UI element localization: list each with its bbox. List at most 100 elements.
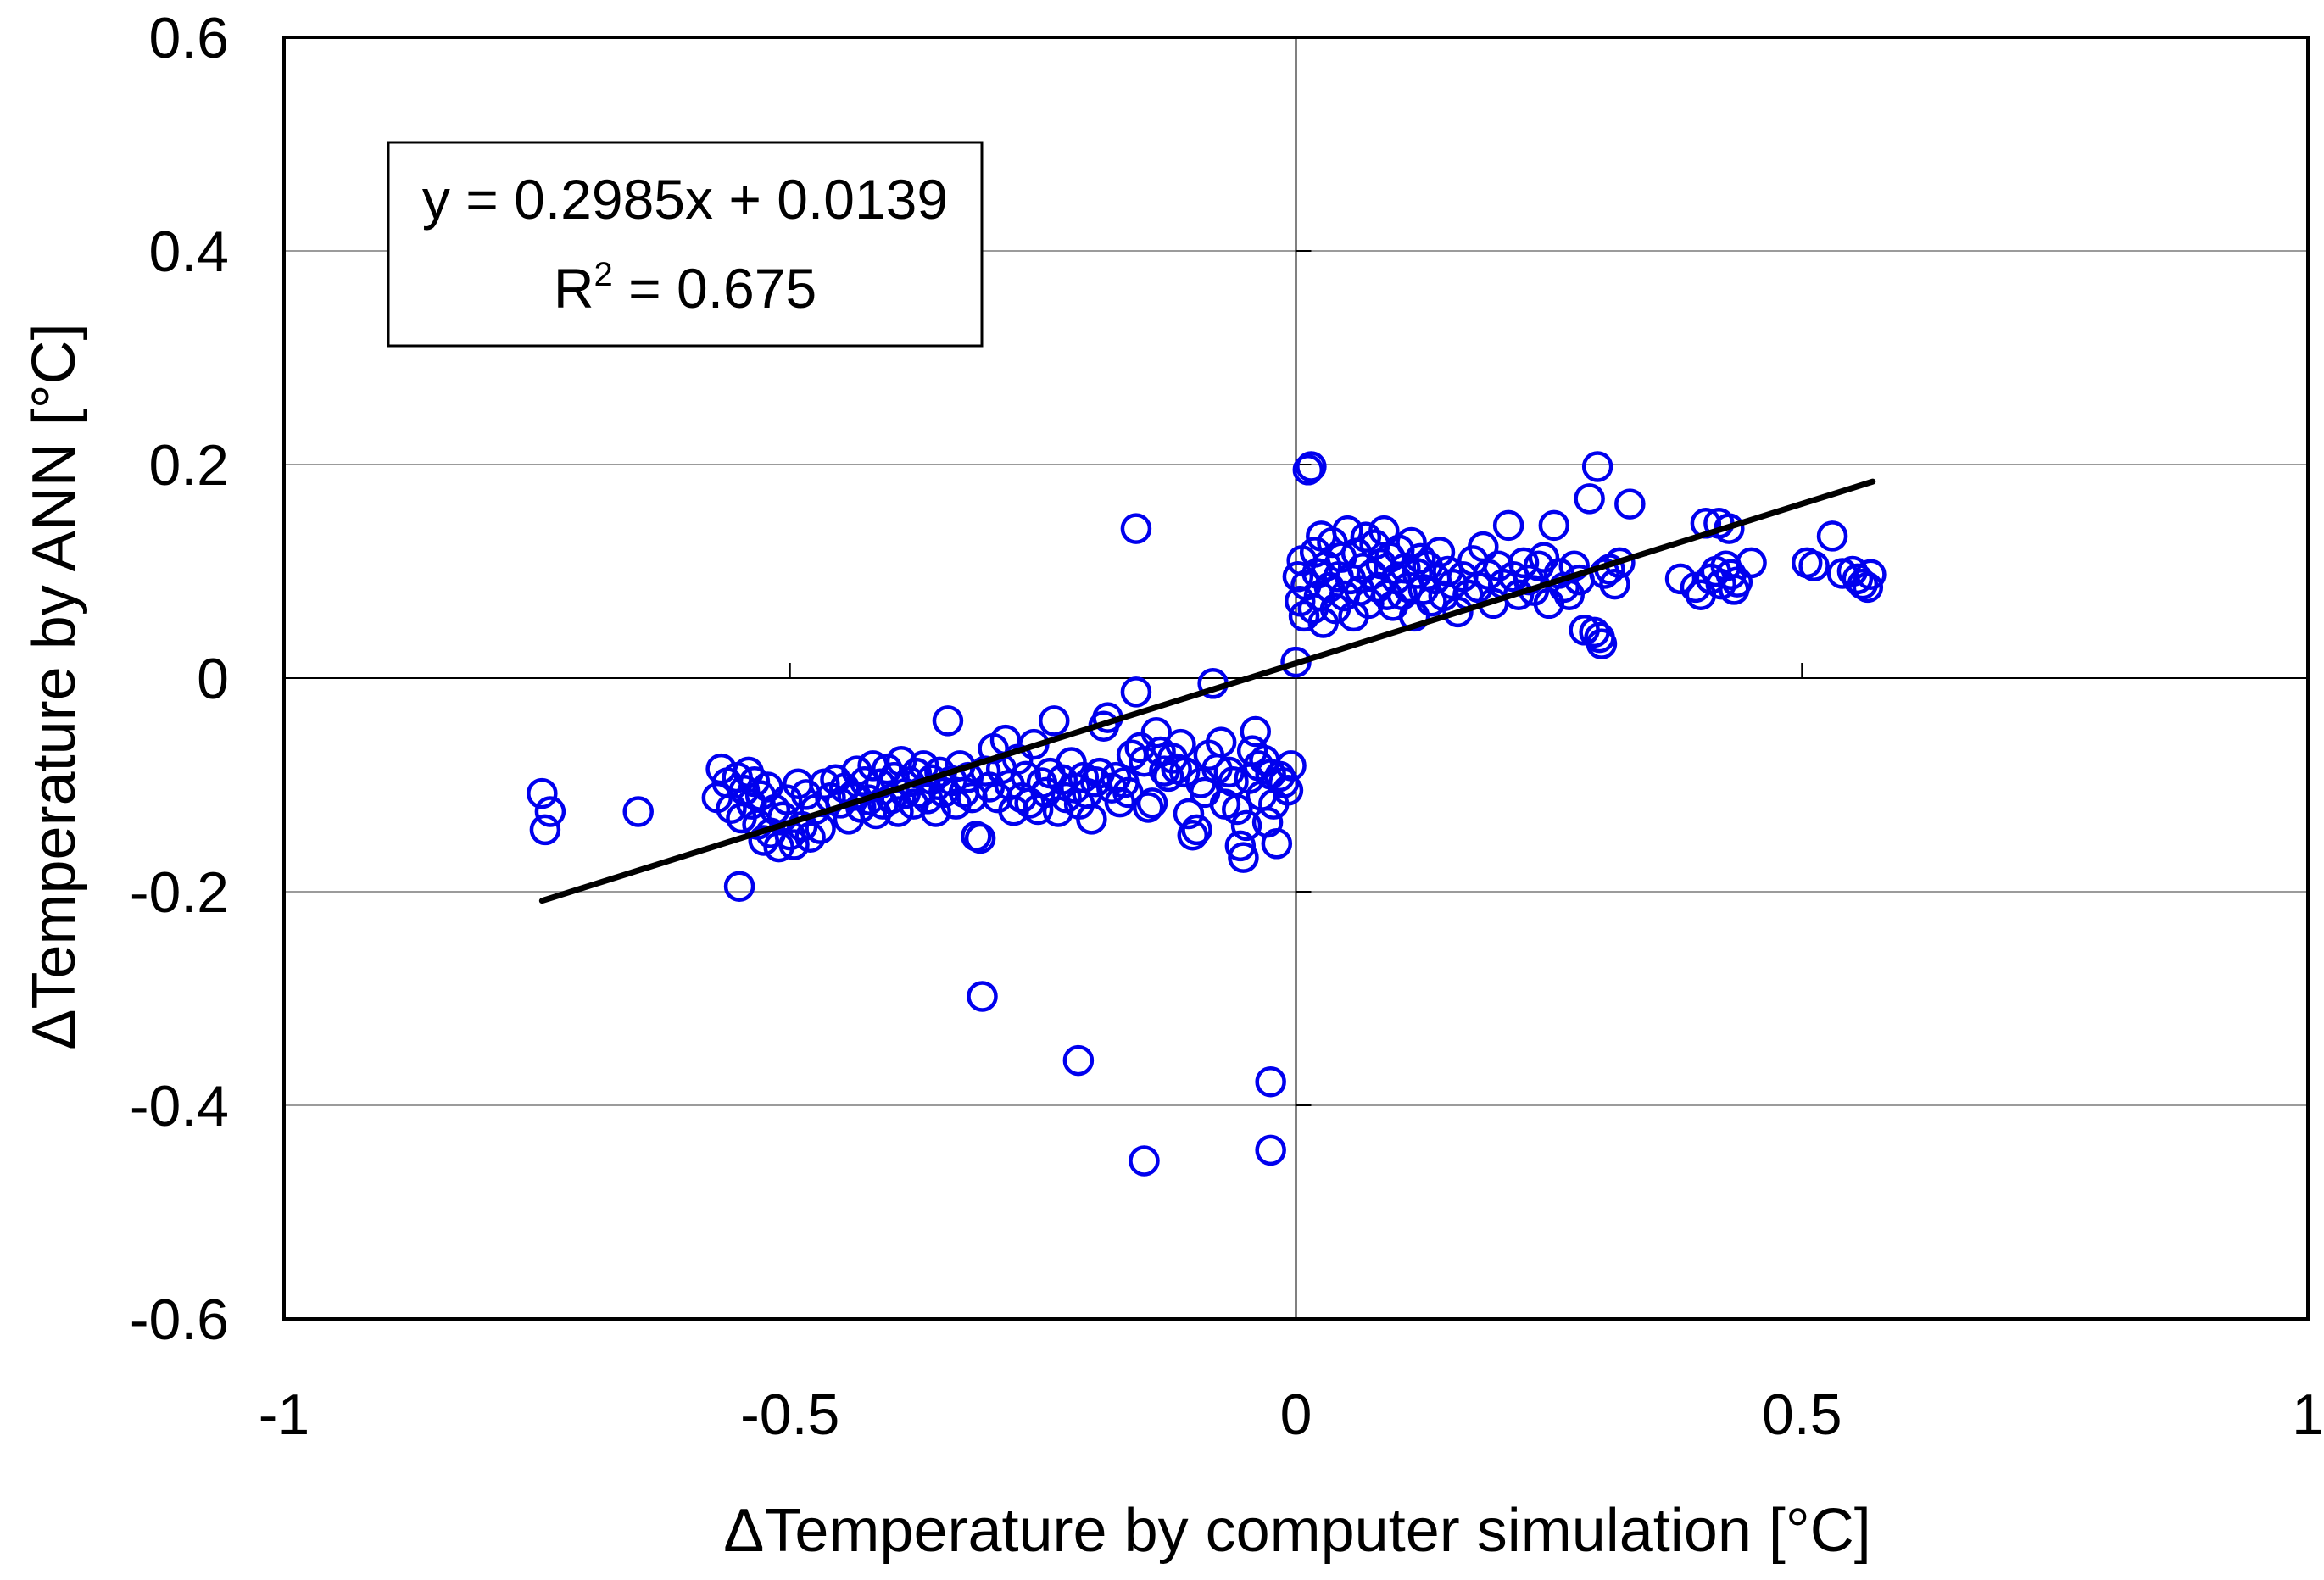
data-point [1224, 830, 1257, 862]
equation-text: y = 0.2985x + 0.0139 [422, 168, 948, 231]
data-point [1292, 454, 1324, 486]
data-point [849, 765, 881, 798]
data-point [1240, 715, 1272, 748]
y-tick-label: -0.2 [130, 860, 229, 925]
data-point [1538, 509, 1570, 542]
data-point [1798, 550, 1830, 581]
data-point [1272, 775, 1304, 806]
data-point [1508, 547, 1540, 579]
data-point [1062, 1044, 1095, 1077]
x-tick-label: 0.5 [1762, 1382, 1842, 1447]
data-point [1181, 814, 1212, 846]
data-point [1230, 809, 1262, 842]
x-tick-label: -0.5 [740, 1382, 839, 1447]
data-point [1129, 1145, 1160, 1177]
data-point [738, 765, 771, 798]
data-point [723, 871, 755, 902]
r-squared-prefix: R [554, 257, 594, 320]
data-point [1353, 587, 1385, 620]
data-point [1173, 798, 1205, 830]
data-point [778, 829, 810, 860]
data-point [1275, 750, 1307, 782]
data-point [534, 796, 566, 827]
data-point [1664, 563, 1697, 595]
y-tick-label: 0.4 [148, 220, 229, 284]
data-point [1705, 568, 1737, 600]
y-axis-label: ΔTemperature by ANN [°C] [20, 323, 88, 1049]
data-point [1168, 756, 1201, 788]
data-point [900, 757, 933, 789]
data-point [790, 779, 822, 810]
data-point [967, 981, 998, 1012]
equation-box-frame [387, 141, 984, 348]
x-tick-label: 0 [1280, 1382, 1312, 1447]
data-point [1140, 717, 1173, 748]
data-point [1104, 786, 1136, 818]
equation-box: y = 0.2985x + 0.0139 R2 = 0.675 [387, 141, 984, 348]
data-point [1586, 628, 1618, 659]
x-tick-label: -1 [259, 1382, 309, 1447]
data-point [1152, 760, 1184, 793]
data-point [527, 777, 558, 809]
data-point [1255, 1134, 1286, 1166]
data-point [1396, 526, 1427, 559]
y-tick-label: -0.4 [130, 1074, 229, 1138]
y-tick-label: -0.6 [130, 1288, 229, 1352]
zero-axes [284, 37, 2308, 1319]
data-point [1852, 571, 1884, 604]
plot-area-frame [282, 36, 2310, 1321]
r-squared-text: R2 = 0.675 [554, 256, 816, 320]
y-tick-label: 0.6 [148, 6, 229, 70]
trendline [538, 478, 1876, 904]
data-points [527, 451, 1887, 1177]
data-point [964, 822, 996, 854]
data-point [920, 796, 951, 827]
data-point [622, 796, 654, 827]
data-point [1581, 451, 1613, 482]
data-point [1736, 547, 1767, 579]
y-tick-label: 0 [197, 647, 229, 711]
data-point [1816, 520, 1848, 552]
data-point [767, 801, 799, 833]
data-point [1076, 804, 1107, 835]
data-point [1136, 787, 1168, 819]
r-squared-superscript: 2 [594, 256, 613, 293]
y-axis-ticks: -0.6 -0.4 -0.2 0 0.2 0.4 0.6 [130, 6, 229, 1352]
data-point [1205, 726, 1237, 758]
data-point [1132, 792, 1164, 823]
data-point [1222, 793, 1253, 826]
data-point [1347, 552, 1379, 584]
data-point [1424, 537, 1456, 568]
data-point [1255, 1066, 1286, 1098]
x-axis-label: ΔTemperature by computer simulation [°C] [723, 1497, 1870, 1565]
data-point [1599, 568, 1630, 600]
data-point [1442, 596, 1474, 628]
data-point [1228, 842, 1259, 873]
data-point [1282, 561, 1314, 592]
data-point [1350, 521, 1382, 553]
data-point [1405, 542, 1436, 575]
data-point [932, 705, 964, 737]
data-point [1842, 563, 1874, 595]
data-point [1288, 600, 1320, 632]
data-point [771, 784, 803, 815]
data-point [1492, 509, 1524, 542]
data-point [1039, 705, 1070, 737]
x-axis-ticks: -1 -0.5 0 0.5 1 [259, 1382, 2324, 1447]
data-point [1574, 483, 1605, 515]
data-point [1313, 571, 1346, 604]
data-point [1261, 828, 1293, 860]
data-point [1614, 488, 1646, 520]
y-tick-label: 0.2 [148, 433, 229, 498]
data-point [1558, 550, 1590, 581]
data-point [1120, 676, 1152, 708]
x-tick-label: 1 [2292, 1382, 2324, 1447]
data-point [1847, 568, 1879, 600]
data-point [820, 764, 851, 795]
data-point [1177, 819, 1209, 851]
r-squared-value: = 0.675 [613, 257, 816, 320]
data-point [883, 796, 914, 827]
data-point [736, 788, 767, 820]
data-point [1296, 451, 1327, 482]
